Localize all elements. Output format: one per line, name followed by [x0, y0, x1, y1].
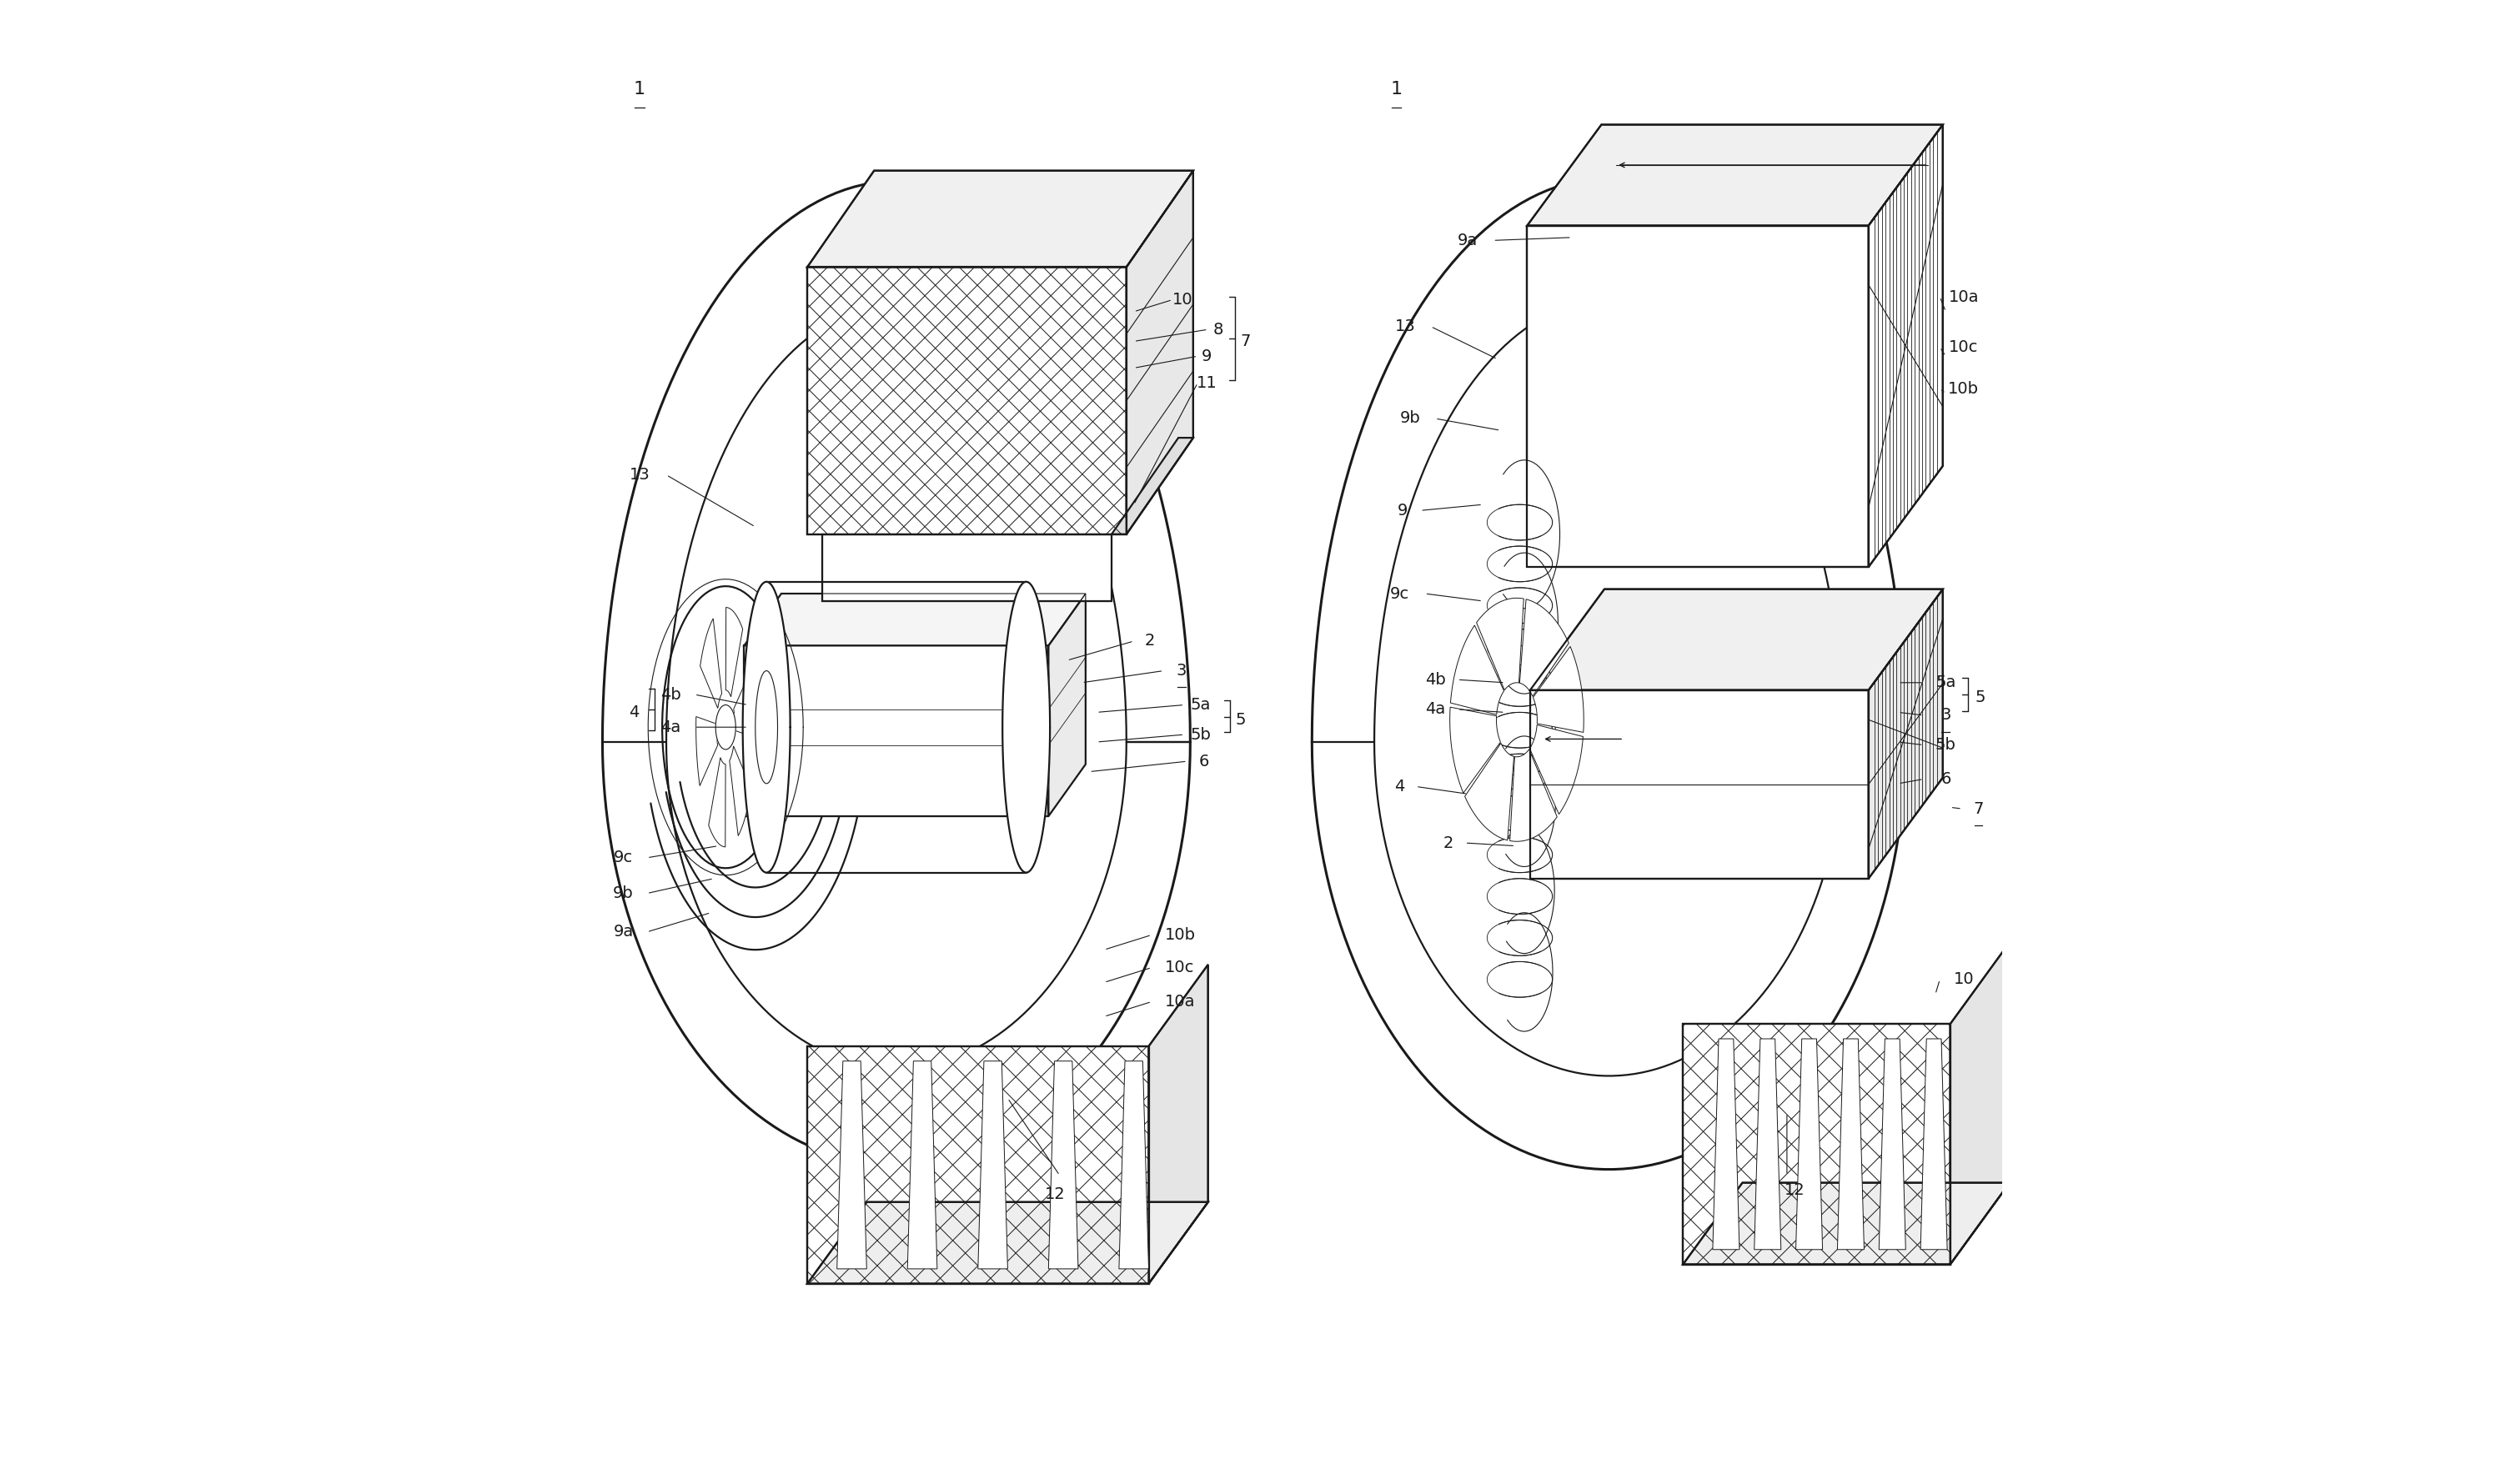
Polygon shape — [728, 746, 751, 835]
Text: 5a: 5a — [1189, 697, 1210, 712]
Text: 13: 13 — [630, 467, 650, 482]
Polygon shape — [822, 534, 1111, 601]
Polygon shape — [1048, 1061, 1079, 1269]
Text: 4a: 4a — [660, 720, 680, 735]
Text: 2: 2 — [1444, 835, 1454, 850]
Text: 10b: 10b — [1948, 381, 1978, 396]
Text: 11: 11 — [1197, 375, 1217, 390]
Polygon shape — [806, 267, 1126, 534]
Polygon shape — [726, 607, 743, 697]
Text: 9c: 9c — [1391, 586, 1409, 601]
Polygon shape — [1507, 736, 1555, 867]
Polygon shape — [1119, 1061, 1149, 1269]
Text: 4: 4 — [627, 705, 638, 720]
Polygon shape — [1797, 1039, 1822, 1250]
Text: 8: 8 — [1212, 322, 1225, 337]
Polygon shape — [1530, 589, 1943, 690]
Text: 4b: 4b — [660, 687, 680, 702]
Text: 10c: 10c — [1164, 960, 1194, 975]
Polygon shape — [806, 1202, 1207, 1284]
Polygon shape — [1532, 647, 1583, 732]
Polygon shape — [1452, 625, 1504, 715]
Polygon shape — [1477, 598, 1525, 690]
Polygon shape — [1867, 125, 1943, 567]
Polygon shape — [1754, 1039, 1782, 1250]
Polygon shape — [978, 1061, 1008, 1269]
Polygon shape — [1507, 828, 1555, 953]
Text: 10a: 10a — [1948, 289, 1978, 304]
Polygon shape — [1530, 690, 1867, 879]
Polygon shape — [1530, 724, 1583, 815]
Text: 5b: 5b — [1935, 738, 1956, 752]
Polygon shape — [806, 171, 1192, 267]
Text: 7: 7 — [1973, 801, 1983, 816]
Text: 13: 13 — [1396, 319, 1416, 334]
Text: 5b: 5b — [1189, 727, 1212, 742]
Text: 4b: 4b — [1424, 672, 1446, 687]
Text: 1: 1 — [633, 80, 645, 98]
Polygon shape — [1920, 1039, 1948, 1250]
Text: 9b: 9b — [612, 886, 633, 901]
Polygon shape — [1003, 582, 1051, 873]
Polygon shape — [743, 646, 1048, 816]
Text: 12: 12 — [1784, 1183, 1804, 1198]
Polygon shape — [1509, 749, 1557, 841]
Text: 9: 9 — [1202, 349, 1212, 364]
Polygon shape — [1504, 646, 1557, 779]
Text: 9: 9 — [1396, 503, 1409, 518]
Text: 5: 5 — [1235, 712, 1245, 727]
Polygon shape — [1111, 438, 1192, 534]
Polygon shape — [1714, 1039, 1739, 1250]
Polygon shape — [733, 668, 756, 738]
Text: 12: 12 — [1046, 1187, 1066, 1202]
Text: 7: 7 — [1240, 334, 1250, 349]
Text: 9b: 9b — [1399, 411, 1421, 426]
Polygon shape — [708, 757, 726, 847]
Text: 4a: 4a — [1424, 702, 1446, 717]
Text: 4: 4 — [1394, 779, 1404, 794]
Polygon shape — [701, 619, 721, 708]
Polygon shape — [1950, 942, 2008, 1264]
Polygon shape — [1837, 1039, 1865, 1250]
Polygon shape — [696, 717, 718, 787]
Polygon shape — [1504, 554, 1557, 695]
Polygon shape — [1126, 171, 1192, 534]
Text: 6: 6 — [1940, 772, 1950, 787]
Text: 2: 2 — [1144, 634, 1154, 649]
Polygon shape — [1527, 226, 1867, 567]
Polygon shape — [1683, 1183, 2008, 1264]
Text: 3: 3 — [1940, 708, 1950, 723]
Polygon shape — [1504, 460, 1560, 608]
Text: 10a: 10a — [1164, 994, 1194, 1009]
Text: 10c: 10c — [1948, 340, 1978, 355]
Text: 10b: 10b — [1164, 928, 1194, 942]
Polygon shape — [716, 705, 736, 749]
Text: 10: 10 — [1953, 972, 1973, 987]
Polygon shape — [1867, 589, 1943, 879]
Polygon shape — [806, 1046, 1149, 1284]
Polygon shape — [1507, 913, 1552, 1031]
Text: 10: 10 — [1172, 292, 1192, 307]
Text: 9c: 9c — [612, 850, 633, 865]
Polygon shape — [1683, 1024, 1950, 1264]
Text: 5a: 5a — [1935, 675, 1956, 690]
Text: 9a: 9a — [612, 925, 633, 939]
Text: 5: 5 — [1976, 690, 1986, 705]
Polygon shape — [743, 582, 791, 873]
Polygon shape — [756, 671, 779, 784]
Polygon shape — [1149, 965, 1207, 1284]
Polygon shape — [743, 594, 1086, 646]
Polygon shape — [1527, 125, 1943, 226]
Polygon shape — [1520, 600, 1570, 696]
Text: 1: 1 — [1391, 80, 1404, 98]
Polygon shape — [1880, 1039, 1905, 1250]
Polygon shape — [1449, 708, 1499, 792]
Text: 6: 6 — [1200, 754, 1210, 769]
Polygon shape — [1048, 594, 1086, 816]
Text: 9a: 9a — [1457, 233, 1477, 248]
Text: 3: 3 — [1177, 663, 1187, 678]
Polygon shape — [1464, 743, 1515, 840]
Polygon shape — [837, 1061, 867, 1269]
Polygon shape — [907, 1061, 937, 1269]
